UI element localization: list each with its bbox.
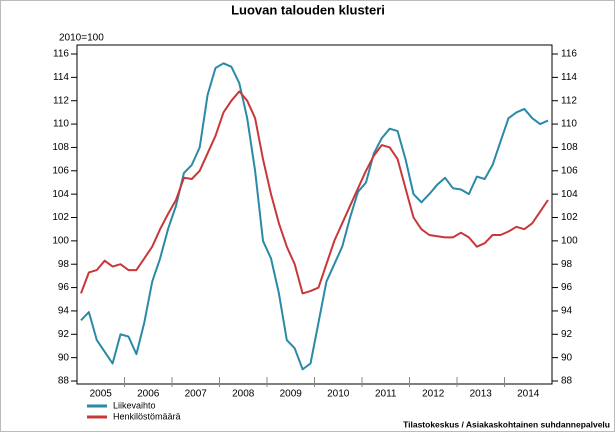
legend-label: Liikevaihto bbox=[113, 400, 156, 410]
y-tick-label: 90 bbox=[58, 352, 70, 363]
y2-tick-label: 96 bbox=[561, 282, 573, 293]
x-tick-label: 2007 bbox=[185, 389, 208, 400]
y-tick-label: 116 bbox=[53, 49, 69, 60]
y-tick-label: 106 bbox=[52, 165, 69, 176]
y-tick-label: 98 bbox=[58, 259, 70, 270]
y2-tick-label: 110 bbox=[561, 119, 577, 130]
y-tick-label: 102 bbox=[52, 212, 69, 223]
chart-title: Luovan talouden klusteri bbox=[231, 2, 385, 17]
x-tick-label: 2005 bbox=[90, 389, 113, 400]
x-tick-label: 2013 bbox=[470, 389, 493, 400]
x-tick-label: 2014 bbox=[517, 389, 540, 400]
y2-tick-label: 108 bbox=[561, 142, 578, 153]
x-tick-label: 2011 bbox=[375, 389, 397, 400]
y2-tick-label: 116 bbox=[561, 49, 577, 60]
x-tick-label: 2012 bbox=[422, 389, 445, 400]
x-tick-label: 2006 bbox=[137, 389, 160, 400]
line-series bbox=[80, 90, 549, 295]
source: Tilastokeskus / Asiakaskohtainen suhdann… bbox=[403, 419, 610, 429]
y-tick-label: 92 bbox=[58, 329, 70, 340]
x-tick-label: 2008 bbox=[232, 389, 255, 400]
y2-tick-label: 114 bbox=[561, 72, 577, 83]
y-tick-label: 112 bbox=[53, 95, 69, 106]
y2-tick-label: 100 bbox=[561, 235, 578, 246]
y2-tick-label: 98 bbox=[561, 259, 573, 270]
y2-tick-label: 90 bbox=[561, 352, 573, 363]
y-tick-label: 100 bbox=[52, 235, 69, 246]
y2-tick-label: 104 bbox=[561, 189, 578, 200]
y-tick-label: 114 bbox=[53, 72, 69, 83]
plot-frame bbox=[76, 44, 553, 385]
y-tick-label: 108 bbox=[52, 142, 69, 153]
y2-tick-label: 88 bbox=[561, 376, 573, 387]
y2-tick-label: 106 bbox=[561, 165, 578, 176]
y-tick-label: 94 bbox=[58, 306, 70, 317]
y2-tick-label: 102 bbox=[561, 212, 578, 223]
y-tick-label: 88 bbox=[58, 376, 70, 387]
y-tick-label: 96 bbox=[58, 282, 70, 293]
legend-label: Henkilöstömäärä bbox=[113, 411, 181, 421]
x-tick-label: 2010 bbox=[327, 389, 350, 400]
y-axis-label: 2010=100 bbox=[59, 33, 104, 44]
y-tick-label: 110 bbox=[53, 119, 69, 130]
y2-tick-label: 112 bbox=[561, 95, 577, 106]
y-tick-label: 104 bbox=[52, 189, 69, 200]
x-tick-label: 2009 bbox=[280, 389, 303, 400]
y2-tick-label: 94 bbox=[561, 306, 573, 317]
line-series bbox=[80, 62, 549, 371]
y2-tick-label: 92 bbox=[561, 329, 573, 340]
